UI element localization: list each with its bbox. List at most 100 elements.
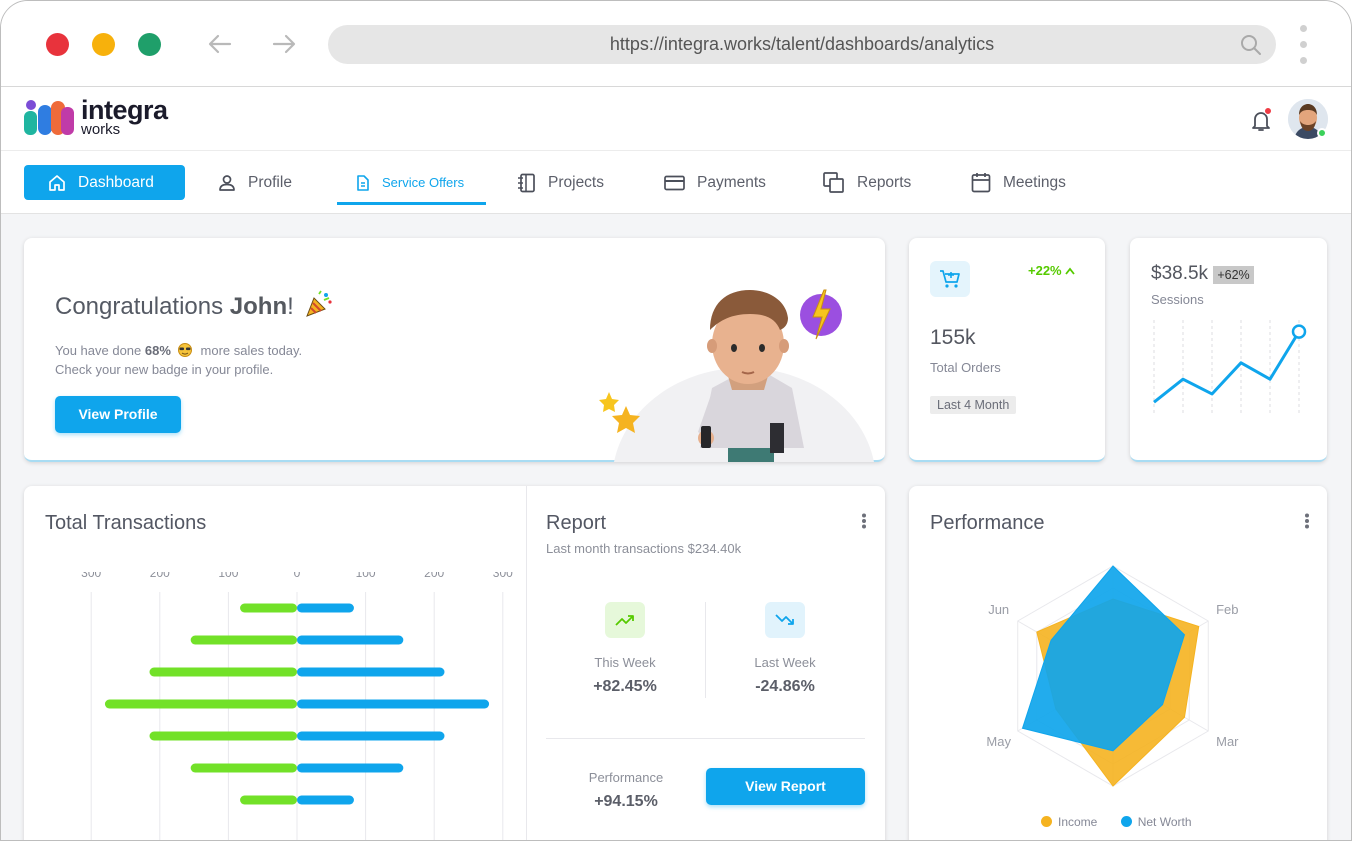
x-tick-label: 200 — [424, 572, 444, 580]
transactions-chart: 300 200 100 0 100 200 300 — [81, 572, 513, 840]
message-part: more sales today. — [196, 343, 303, 358]
congratulations-card: Congratulations John! You have done 68% … — [24, 238, 885, 462]
notebook-icon — [518, 173, 535, 192]
x-tick-label: 0 — [294, 572, 301, 580]
tab-label: Reports — [857, 173, 912, 191]
orders-change: +22% — [1028, 263, 1075, 278]
chevron-up-icon — [1065, 267, 1075, 275]
legend-swatch — [1041, 816, 1052, 827]
x-tick-label: 100 — [218, 572, 238, 580]
forward-arrow-icon[interactable] — [270, 31, 298, 57]
transaction-bar — [190, 763, 297, 773]
brand-logo[interactable]: integra works — [23, 97, 168, 137]
tab-label: Projects — [548, 173, 604, 191]
close-window-button[interactable] — [46, 33, 69, 56]
minimize-window-button[interactable] — [92, 33, 115, 56]
main-navigation: Dashboard Profile Service Offers Project… — [1, 151, 1351, 214]
tab-label: Profile — [248, 173, 292, 191]
performance-label: Performance — [588, 770, 664, 785]
card-divider — [526, 486, 527, 840]
active-tab-indicator — [337, 202, 486, 205]
message-line-2: Check your new badge in your profile. — [55, 362, 274, 377]
sparkline-line — [1153, 330, 1301, 404]
title-prefix: Congratulations — [55, 293, 230, 320]
performance-menu-icon[interactable] — [1304, 513, 1310, 529]
chart-legend: Income Net Worth — [1041, 815, 1192, 829]
transaction-bar — [240, 603, 297, 613]
trending-down-icon — [775, 614, 794, 625]
transaction-bar — [297, 667, 445, 677]
transactions-card: Total Transactions 300 200 100 0 100 200 300 R… — [24, 486, 885, 840]
last-week-icon-box — [765, 602, 805, 638]
legend-item-net-worth: Net Worth — [1120, 815, 1192, 829]
this-week-label: This Week — [594, 655, 656, 670]
tab-projects[interactable]: Projects — [517, 165, 604, 200]
legend-item-income: Income — [1041, 815, 1097, 829]
back-arrow-icon[interactable] — [206, 31, 234, 57]
tab-dashboard[interactable]: Dashboard — [24, 165, 185, 200]
performance-value: +94.15% — [594, 793, 658, 810]
transactions-title: Total Transactions — [45, 512, 207, 534]
sessions-card: $38.5k +62% Sessions — [1130, 238, 1327, 462]
report-menu-icon[interactable] — [861, 513, 867, 529]
radar-axis-label: May — [986, 734, 1011, 749]
message-part: You have done — [55, 343, 145, 358]
stat-divider — [705, 602, 706, 698]
document-icon — [357, 174, 369, 191]
cart-icon — [940, 270, 960, 288]
report-subtitle: Last month transactions $234.40k — [546, 541, 742, 556]
radar-axis-label: Jun — [988, 602, 1009, 617]
tab-profile[interactable]: Profile — [218, 165, 292, 200]
total-orders-card: +22% 155k Total Orders Last 4 Month — [909, 238, 1105, 462]
home-icon — [49, 174, 65, 191]
tab-meetings[interactable]: Meetings — [971, 165, 1066, 200]
calendar-icon — [971, 173, 991, 193]
sessions-badge: +62% — [1213, 266, 1254, 284]
character-illustration — [599, 289, 874, 462]
transaction-bar — [240, 795, 297, 805]
congratulations-title: Congratulations John! — [55, 290, 334, 321]
tab-label: Service Offers — [382, 175, 465, 190]
transaction-bar — [297, 763, 404, 773]
this-week-value: +82.45% — [593, 678, 657, 695]
transaction-bar — [297, 635, 404, 645]
online-status-indicator — [1317, 128, 1327, 138]
search-icon[interactable] — [1240, 34, 1262, 56]
x-tick-label: 200 — [150, 572, 170, 580]
credit-card-icon — [664, 175, 685, 190]
app-header: integra works — [1, 87, 1351, 151]
radar-axis-label: Mar — [1216, 734, 1239, 749]
tab-service-offers[interactable]: Service Offers — [356, 165, 464, 200]
sessions-label: Sessions — [1151, 292, 1204, 307]
congratulations-message: You have done 68% more sales today. Chec… — [55, 341, 302, 379]
address-bar-url: https://integra.works/talent/dashboards/… — [609, 34, 995, 54]
last-week-label: Last Week — [754, 655, 816, 670]
view-profile-button[interactable]: View Profile — [55, 396, 181, 433]
sunglasses-face-icon — [177, 343, 192, 357]
x-tick-label: 300 — [493, 572, 513, 580]
browser-menu-icon[interactable] — [1298, 25, 1308, 65]
performance-title: Performance — [930, 512, 1045, 534]
transaction-bar — [297, 795, 354, 805]
report-divider — [546, 738, 865, 739]
sales-percent: 68% — [144, 343, 171, 358]
notification-bell-icon[interactable] — [1250, 109, 1272, 133]
last-week-value: -24.86% — [755, 678, 815, 695]
notification-badge — [1264, 107, 1272, 115]
tab-reports[interactable]: Reports — [823, 165, 911, 200]
maximize-window-button[interactable] — [138, 33, 161, 56]
browser-toolbar: https://integra.works/talent/dashboards/… — [1, 1, 1351, 87]
party-popper-icon — [306, 290, 333, 317]
trending-up-icon — [615, 615, 634, 626]
logo-mark-icon — [24, 100, 74, 135]
view-report-button[interactable]: View Report — [706, 768, 865, 805]
x-tick-label: 100 — [356, 572, 376, 580]
orders-period-chip: Last 4 Month — [930, 396, 1017, 414]
orders-icon-box — [930, 261, 970, 297]
tab-payments[interactable]: Payments — [664, 165, 766, 200]
transaction-bar — [149, 731, 297, 741]
report-title: Report — [546, 512, 607, 534]
address-bar[interactable]: https://integra.works/talent/dashboards/… — [328, 25, 1276, 64]
transaction-bar — [297, 603, 354, 613]
orders-value: 155k — [930, 326, 976, 349]
